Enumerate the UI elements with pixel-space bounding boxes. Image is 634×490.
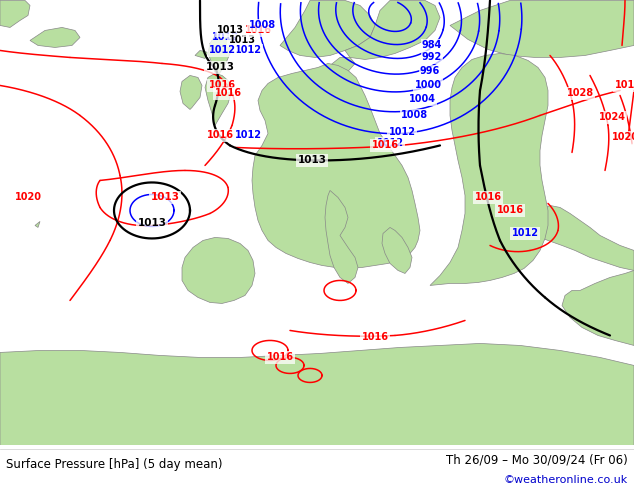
Text: Th 26/09 – Mo 30/09/24 (Fr 06): Th 26/09 – Mo 30/09/24 (Fr 06): [446, 454, 628, 466]
Text: 984: 984: [422, 41, 442, 50]
Text: 1013: 1013: [150, 193, 179, 202]
Text: 1013: 1013: [216, 25, 243, 35]
Text: 1000: 1000: [415, 80, 441, 91]
Polygon shape: [520, 205, 634, 270]
Polygon shape: [252, 63, 420, 269]
Polygon shape: [562, 270, 634, 345]
Text: 1020: 1020: [612, 132, 634, 143]
Polygon shape: [30, 27, 80, 48]
Text: 1012: 1012: [235, 46, 261, 55]
Text: 1024: 1024: [598, 112, 626, 122]
Polygon shape: [208, 33, 235, 75]
Text: 992: 992: [422, 52, 442, 62]
Text: 1008: 1008: [249, 21, 276, 30]
Text: 1016: 1016: [214, 89, 242, 98]
Polygon shape: [35, 221, 40, 227]
Polygon shape: [430, 53, 548, 286]
Text: 1028: 1028: [566, 89, 593, 98]
Polygon shape: [0, 343, 634, 445]
Text: 1020: 1020: [15, 193, 41, 202]
Text: ©weatheronline.co.uk: ©weatheronline.co.uk: [503, 475, 628, 485]
Text: 1016: 1016: [207, 130, 233, 141]
Text: Surface Pressure [hPa] (5 day mean): Surface Pressure [hPa] (5 day mean): [6, 458, 223, 471]
Polygon shape: [382, 227, 412, 273]
Text: 1012: 1012: [377, 139, 403, 148]
Polygon shape: [325, 191, 358, 283]
Text: 1016: 1016: [209, 80, 235, 91]
Text: 1012: 1012: [512, 228, 538, 239]
Text: 1016: 1016: [474, 193, 501, 202]
Text: 1012: 1012: [212, 32, 238, 43]
Text: 1016: 1016: [266, 352, 294, 363]
Text: 1016: 1016: [614, 80, 634, 91]
Text: 1012: 1012: [235, 130, 261, 141]
Text: 1016: 1016: [372, 141, 399, 150]
Polygon shape: [182, 238, 255, 303]
Text: 1013: 1013: [228, 35, 256, 46]
Polygon shape: [280, 0, 375, 57]
Text: 1013: 1013: [297, 155, 327, 166]
Text: 1016: 1016: [245, 25, 271, 35]
Text: 1016: 1016: [496, 205, 524, 216]
Polygon shape: [450, 0, 634, 57]
Text: 1012: 1012: [389, 127, 415, 138]
Text: 996: 996: [420, 67, 440, 76]
Text: 1012: 1012: [209, 46, 235, 55]
Text: 1008: 1008: [401, 110, 429, 121]
Polygon shape: [205, 74, 232, 125]
Text: 1013: 1013: [205, 62, 235, 73]
Text: 1013: 1013: [138, 219, 167, 228]
Polygon shape: [330, 57, 355, 74]
Text: 1004: 1004: [408, 95, 436, 104]
Polygon shape: [195, 50, 208, 58]
Polygon shape: [345, 0, 440, 59]
Polygon shape: [0, 0, 30, 27]
Polygon shape: [180, 75, 202, 109]
Text: 1016: 1016: [361, 332, 389, 343]
